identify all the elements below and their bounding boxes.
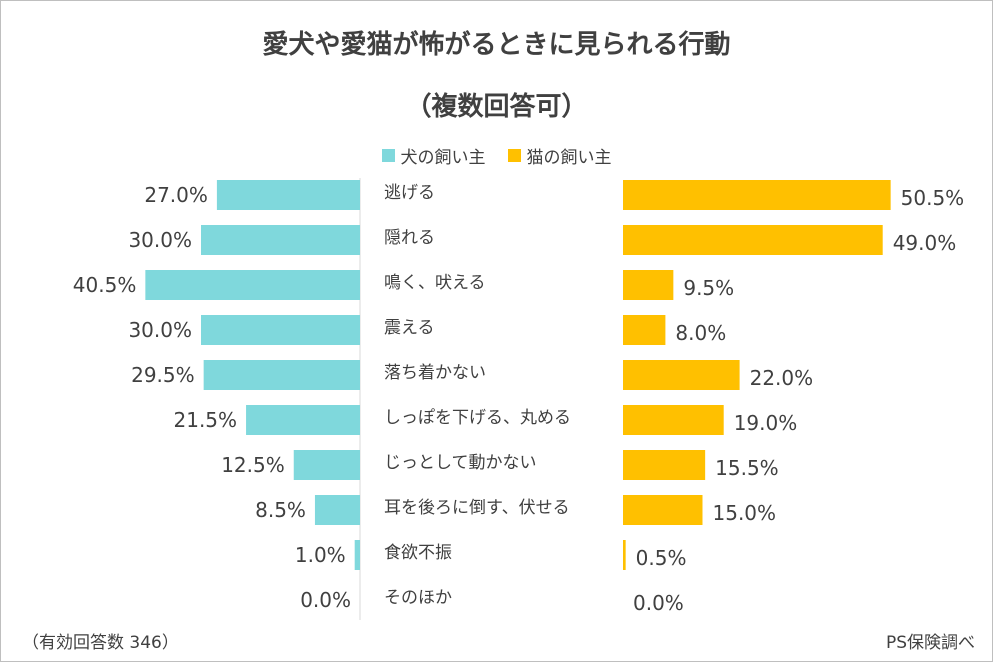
category-label: 逃げる — [384, 183, 435, 203]
dog-value-label: 8.5% — [255, 498, 306, 522]
cat-value-label: 0.5% — [636, 546, 687, 570]
dog-value-label: 0.0% — [300, 588, 351, 612]
dog-bar — [246, 405, 360, 435]
cat-bar — [623, 540, 626, 570]
dog-value-label: 21.5% — [174, 408, 238, 432]
legend-label-cat: 猫の飼い主 — [526, 148, 612, 168]
cat-bar — [623, 315, 666, 345]
dog-value-label: 27.0% — [144, 183, 208, 207]
chart-title: 愛犬や愛猫が怖がるときに見られる行動 — [262, 30, 731, 60]
legend: 犬の飼い主 猫の飼い主 — [0, 143, 993, 168]
dog-value-label: 30.0% — [128, 318, 192, 342]
dog-bar — [293, 450, 360, 480]
dog-bar — [201, 225, 360, 255]
cat-value-label: 19.0% — [734, 411, 798, 435]
category-label: 隠れる — [384, 228, 435, 248]
cat-value-label: 15.0% — [713, 501, 777, 525]
cat-value-label: 15.5% — [715, 456, 779, 480]
cat-value-label: 50.5% — [901, 186, 965, 210]
dog-value-label: 1.0% — [295, 543, 346, 567]
cat-bar — [623, 180, 891, 210]
dog-bar — [201, 315, 360, 345]
response-count-note: （有効回答数 346） — [22, 633, 179, 653]
dog-value-label: 29.5% — [131, 363, 195, 387]
category-label: 鳴く、吠える — [384, 273, 486, 293]
dog-bar — [354, 540, 360, 570]
cat-value-label: 9.5% — [683, 276, 734, 300]
dog-value-label: 30.0% — [128, 228, 192, 252]
category-label: 震える — [384, 318, 435, 338]
cat-value-label: 22.0% — [750, 366, 814, 390]
chart-subtitle: （複数回答可） — [405, 92, 588, 122]
legend-swatch-cat — [507, 149, 521, 162]
dog-value-label: 40.5% — [73, 273, 137, 297]
category-label: 耳を後ろに倒す、伏せる — [384, 498, 570, 518]
cat-bar — [623, 450, 706, 480]
cat-value-label: 49.0% — [893, 231, 957, 255]
dog-bar — [145, 270, 360, 300]
dog-bar — [314, 495, 360, 525]
legend-item-cat: 猫の飼い主 — [507, 143, 612, 168]
cat-bar — [623, 360, 740, 390]
category-label: しっぽを下げる、丸める — [384, 408, 571, 428]
category-label: じっとして動かない — [384, 453, 537, 473]
category-label: 落ち着かない — [384, 363, 486, 383]
dog-bar — [216, 180, 360, 210]
dog-value-label: 12.5% — [221, 453, 285, 477]
legend-item-dog: 犬の飼い主 — [381, 143, 486, 168]
cat-bar — [623, 225, 883, 255]
cat-value-label: 8.0% — [675, 321, 726, 345]
cat-bar — [623, 270, 674, 300]
legend-swatch-dog — [381, 149, 395, 162]
category-label: 食欲不振 — [384, 543, 452, 563]
cat-value-label: 0.0% — [633, 591, 684, 615]
dog-bar — [203, 360, 360, 390]
cat-bar — [623, 405, 724, 435]
legend-label-dog: 犬の飼い主 — [400, 148, 486, 168]
source-credit: PS保険調べ — [885, 633, 975, 653]
cat-bar — [623, 495, 703, 525]
category-label: そのほか — [384, 588, 452, 608]
